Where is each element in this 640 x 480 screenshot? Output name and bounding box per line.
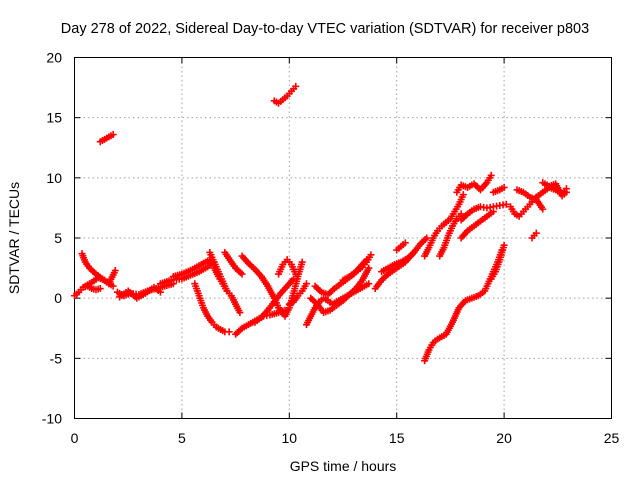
- series-arc-28: [436, 210, 465, 260]
- series-arc-32: [489, 183, 508, 196]
- series-arc-37: [528, 229, 540, 242]
- data-point: [292, 270, 300, 278]
- chart-title: Day 278 of 2022, Sidereal Day-to-day VTE…: [61, 21, 589, 37]
- data-point: [487, 171, 495, 179]
- x-axis-label: GPS time / hours: [290, 458, 397, 474]
- data-point: [292, 82, 300, 90]
- data-point: [109, 282, 117, 290]
- data-point: [225, 328, 233, 336]
- series-arc-36: [513, 186, 547, 213]
- data-point: [302, 280, 310, 288]
- y-tick-label: 10: [46, 170, 62, 186]
- series-arc-30: [457, 208, 497, 242]
- data-points: [71, 82, 570, 365]
- y-tick-label: 15: [46, 110, 62, 126]
- series-arc-31: [457, 200, 510, 224]
- data-point: [410, 248, 418, 256]
- series-arc-27: [421, 191, 467, 260]
- series-arc-39: [539, 179, 570, 200]
- series-arc-29: [453, 171, 495, 196]
- axis-ticks: 0 5 10 15 20 25 -10 -5 0 5 10 15 20: [42, 50, 620, 447]
- data-point: [562, 188, 570, 196]
- data-point: [96, 285, 104, 293]
- series-arc-21: [311, 256, 371, 299]
- y-tick-label: -10: [42, 411, 62, 427]
- data-point: [156, 288, 164, 296]
- series-arc-22: [307, 264, 373, 317]
- x-tick-label: 5: [178, 430, 186, 446]
- data-point: [236, 309, 244, 317]
- y-tick-label: 5: [54, 230, 62, 246]
- series-arc-34: [487, 241, 508, 283]
- series-arc-33: [421, 246, 506, 365]
- series-arc-03: [81, 266, 119, 290]
- y-tick-label: -5: [50, 350, 63, 366]
- series-arc-06: [116, 283, 164, 302]
- series-arc-26: [393, 239, 409, 254]
- data-point: [423, 234, 431, 242]
- x-tick-label: 10: [282, 430, 298, 446]
- series-arc-04: [96, 131, 117, 146]
- series-arc-17: [275, 256, 300, 278]
- data-point: [539, 205, 547, 213]
- series-arc-19: [285, 280, 310, 308]
- series-arc-12: [221, 248, 246, 278]
- y-axis-label: SDTVAR / TECUs: [6, 182, 22, 294]
- series-arc-18: [270, 82, 300, 107]
- data-point: [500, 241, 508, 249]
- series-arc-08: [169, 256, 214, 281]
- x-tick-label: 15: [389, 430, 405, 446]
- data-point: [365, 264, 373, 272]
- x-tick-label: 0: [71, 430, 79, 446]
- series-arc-23: [339, 251, 375, 284]
- data-point: [500, 183, 508, 191]
- data-point: [111, 266, 119, 274]
- data-point: [298, 258, 306, 266]
- data-point: [365, 280, 373, 288]
- y-tick-label: 0: [54, 290, 62, 306]
- series-arc-24: [378, 234, 431, 276]
- grid: [74, 57, 612, 419]
- data-point: [459, 191, 467, 199]
- data-point: [532, 229, 540, 237]
- x-tick-label: 20: [496, 430, 512, 446]
- series-arc-11: [210, 264, 244, 317]
- series-arc-25: [371, 248, 418, 293]
- data-point: [367, 251, 375, 259]
- series-arc-09: [191, 280, 233, 336]
- data-point: [401, 239, 409, 247]
- data-point: [502, 200, 510, 208]
- y-tick-label: 20: [46, 50, 62, 66]
- data-point: [109, 131, 117, 139]
- data-point: [238, 270, 246, 278]
- x-tick-label: 25: [604, 430, 620, 446]
